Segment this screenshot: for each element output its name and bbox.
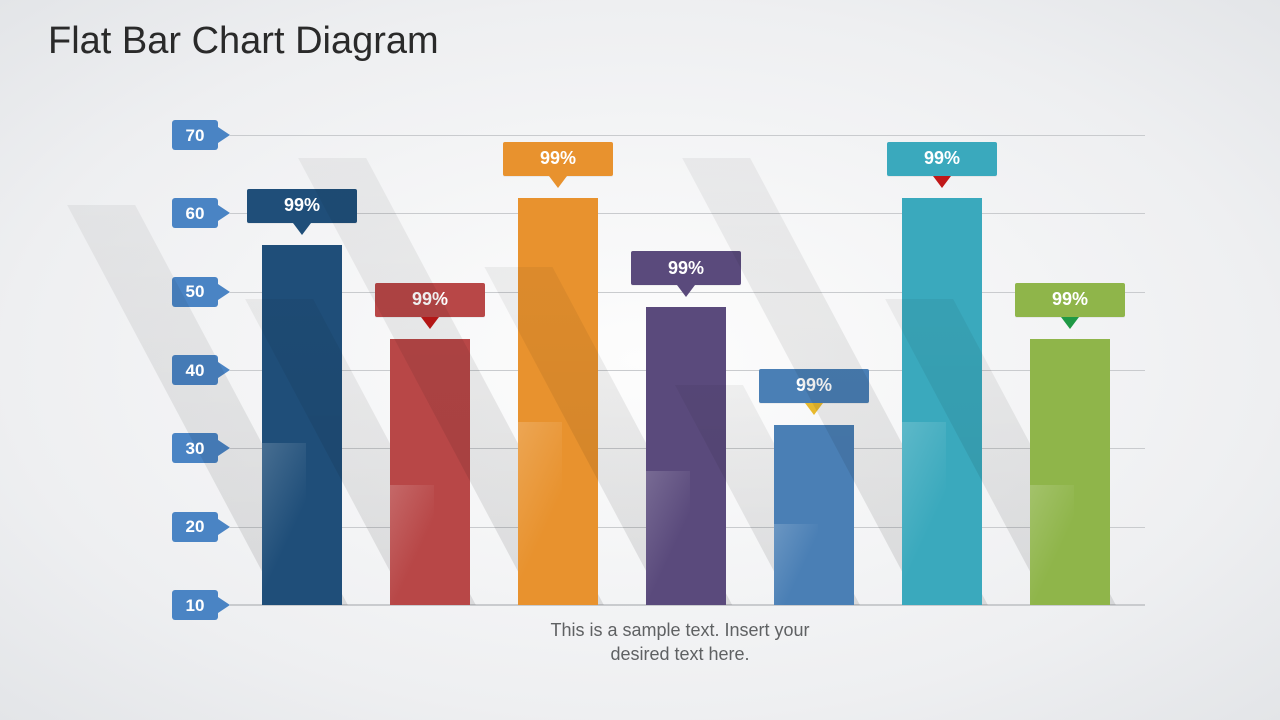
bar-label-7: 99% — [1015, 283, 1125, 317]
bar-chart: 1020304050607099%99%99%99%99%99%99% — [230, 135, 1145, 605]
bar-label-6: 99% — [887, 142, 997, 176]
y-tick-60: 60 — [172, 198, 218, 228]
caption-line-1: This is a sample text. Insert your — [550, 620, 809, 640]
bar-label-4: 99% — [631, 251, 741, 285]
chart-caption: This is a sample text. Insert your desir… — [420, 618, 940, 667]
gridline — [230, 605, 1145, 606]
page-title: Flat Bar Chart Diagram — [48, 20, 439, 63]
gridline — [230, 135, 1145, 136]
y-tick-10: 10 — [172, 590, 218, 620]
bar-7 — [1030, 339, 1110, 605]
bar-label-3: 99% — [503, 142, 613, 176]
y-tick-70: 70 — [172, 120, 218, 150]
y-tick-20: 20 — [172, 512, 218, 542]
caption-line-2: desired text here. — [610, 644, 749, 664]
